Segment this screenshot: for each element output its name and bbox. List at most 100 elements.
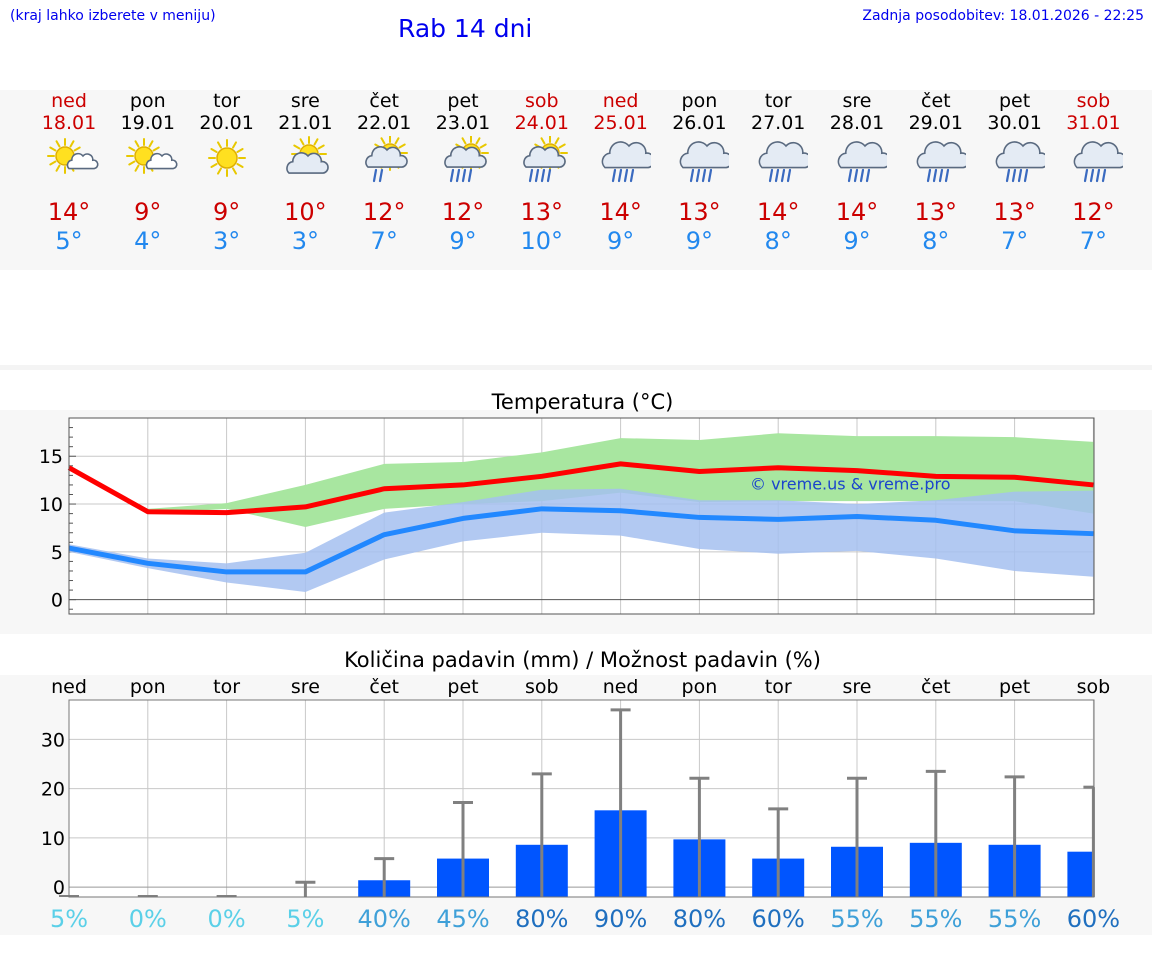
temp-min: 5° (55, 227, 83, 255)
day-date: 30.01 (987, 112, 1042, 134)
day-name: pet (447, 90, 479, 112)
watermark: © vreme.us & vreme.pro (750, 475, 951, 494)
day-column: čet 22.01 12° 7° (344, 90, 424, 255)
day-column: pet 23.01 12° 9° (423, 90, 503, 255)
min-temp-line (68, 506, 1094, 575)
day-name: sre (290, 90, 320, 112)
precip-day-label: sre (291, 676, 320, 698)
temp-min: 7° (1000, 227, 1029, 255)
temp-min: 7° (370, 227, 398, 255)
temp-max: 10° (284, 198, 327, 226)
precip-day-label: tor (213, 676, 240, 698)
day-date: 18.01 (41, 112, 97, 134)
day-column: čet 29.01 13° 8° (896, 90, 976, 255)
day-name: sre (842, 90, 872, 112)
precip-y-tick: 20 (41, 779, 65, 801)
day-date: 29.01 (908, 112, 963, 134)
precip-y-tick: 10 (41, 828, 65, 850)
temp-max: 9° (212, 198, 241, 226)
day-name: tor (213, 90, 241, 112)
precip-day-label: sob (1077, 676, 1111, 698)
day-date: 26.01 (672, 112, 727, 134)
temp-min: 3° (291, 227, 320, 255)
temp-max: 13° (678, 198, 721, 226)
temp-max: 9° (134, 198, 162, 226)
day-column: pet 30.01 13° 7° (975, 90, 1055, 255)
day-date: 21.01 (278, 112, 333, 134)
sun-cloud-rain-icon (444, 136, 489, 183)
temp-max: 12° (362, 198, 406, 226)
day-column: pon 26.01 13° 9° (659, 90, 739, 255)
temp-min: 3° (212, 227, 241, 255)
precip-day-label: sre (843, 676, 872, 698)
precip-chart-title: Količina padavin (mm) / Možnost padavin … (344, 648, 821, 672)
temp-min: 4° (134, 227, 162, 255)
precip-day-label: pon (682, 676, 718, 698)
temp-min: 9° (843, 227, 871, 255)
sun-icon (207, 139, 246, 177)
sun-cloud-icon (47, 138, 99, 174)
precip-day-label: tor (765, 676, 792, 698)
day-column: tor 27.01 14° 8° (738, 90, 818, 255)
sun-behind-cloud-icon (286, 136, 330, 174)
cloud-rain-icon (758, 141, 809, 183)
day-name: pon (129, 90, 166, 112)
day-column: pon 19.01 9° 4° (108, 90, 188, 255)
day-name: pon (681, 90, 718, 112)
cloud-rain-icon (916, 141, 966, 183)
separator-band (0, 365, 1152, 370)
sun-cloud-light-rain-icon (365, 136, 409, 183)
day-date: 31.01 (1066, 112, 1121, 134)
day-name: čet (921, 90, 951, 112)
temp-max: 12° (1072, 198, 1115, 226)
precip-probability: 60% (1067, 905, 1120, 933)
cloud-rain-icon (680, 141, 730, 183)
precip-day-label: ned (603, 676, 639, 698)
precip-probability: 40% (358, 905, 411, 933)
day-date: 27.01 (750, 112, 806, 134)
temp-min: 9° (606, 227, 635, 255)
day-date: 24.01 (514, 112, 569, 134)
precip-probability: 80% (673, 905, 726, 933)
cloud-rain-icon (837, 141, 887, 183)
day-name: sob (525, 90, 559, 112)
precip-probability: 5% (50, 905, 88, 933)
sun-cloud-rain-icon (523, 136, 568, 183)
day-name: tor (764, 90, 792, 112)
precip-probability: 0% (129, 905, 167, 933)
temp-max: 14° (47, 198, 91, 226)
day-column: sre 21.01 10° 3° (265, 90, 345, 255)
day-column: sre 28.01 14° 9° (817, 90, 897, 255)
temp-min: 9° (449, 227, 477, 255)
temp-max: 14° (756, 198, 800, 226)
day-date: 19.01 (120, 112, 175, 134)
day-name: pet (998, 90, 1031, 112)
day-date: 28.01 (829, 112, 885, 134)
temp-y-tick: 10 (39, 494, 63, 516)
precip-y-tick: 0 (53, 877, 65, 899)
temp-min: 8° (922, 227, 950, 255)
day-name: ned (51, 90, 87, 112)
temp-max: 13° (520, 198, 564, 226)
precip-probability: 60% (752, 905, 805, 933)
day-date: 20.01 (199, 112, 254, 134)
precip-probability: 55% (909, 905, 962, 933)
precip-probability: 5% (286, 905, 324, 933)
precip-day-label: pon (130, 676, 166, 698)
temp-min: 7° (1079, 227, 1108, 255)
day-name: čet (369, 90, 399, 112)
location-hint[interactable]: (kraj lahko izberete v meniju) (10, 8, 216, 24)
temp-max: 12° (441, 198, 485, 226)
precip-probability: 55% (988, 905, 1041, 933)
precipitation-chart: Količina padavin (mm) / Možnost padavin … (41, 648, 1120, 933)
precip-plot-frame (68, 699, 1095, 898)
temp-max: 13° (914, 198, 958, 226)
daily-forecast-strip: ned 18.01 14° 5° pon 19.01 9° 4° tor 20.01 9° 3° sre… (0, 90, 1152, 270)
precip-day-label: sob (525, 676, 559, 698)
precip-day-label: pet (999, 676, 1030, 698)
temp-min: 9° (685, 227, 714, 255)
cloud-rain-icon (1074, 141, 1124, 183)
temp-chart-title: Temperatura (°C) (491, 390, 674, 414)
day-date: 25.01 (593, 112, 648, 134)
day-column: ned 18.01 14° 5° (29, 90, 109, 255)
